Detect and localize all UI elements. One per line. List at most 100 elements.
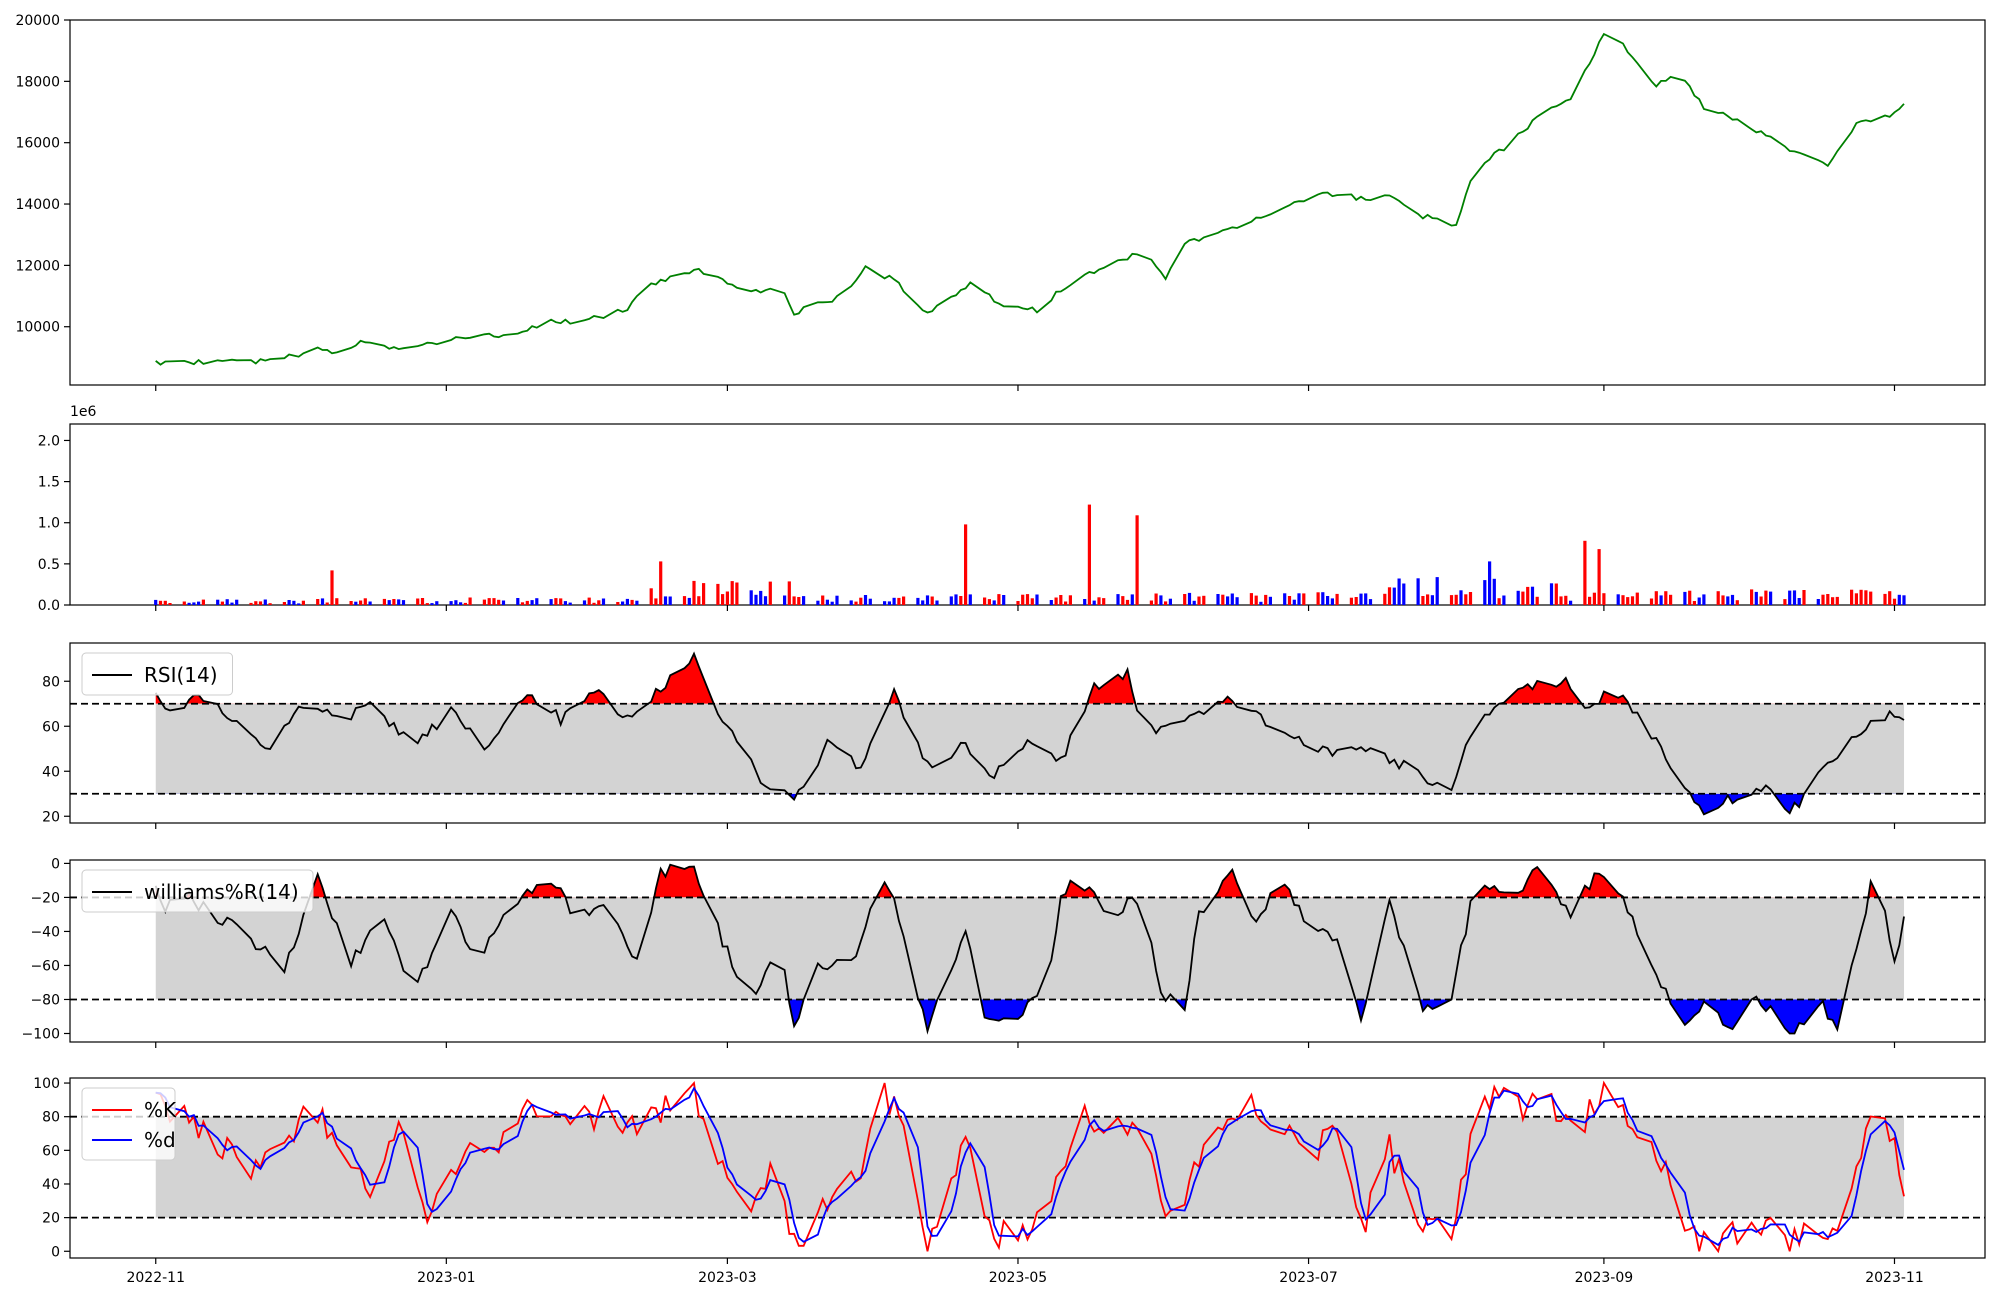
volume-bar — [1149, 600, 1153, 605]
volume-bar — [501, 600, 506, 605]
volume-bar — [1888, 591, 1892, 605]
volume-bar — [1597, 549, 1601, 605]
volume-bar — [925, 595, 930, 605]
volume-bar — [416, 598, 420, 605]
volume-bar — [1897, 594, 1901, 605]
y-tick-label: 20 — [42, 1211, 60, 1227]
y-tick-label: 60 — [42, 719, 60, 735]
volume-bar — [1264, 594, 1268, 605]
volume-bar — [921, 600, 925, 605]
volume-bar — [1654, 591, 1658, 605]
volume-bar — [1821, 594, 1825, 605]
volume-bar — [597, 600, 601, 605]
volume-bar — [663, 596, 668, 605]
williams-panel: −100 −80 −60 −40 −20 0 williams%R(14) — [22, 856, 1986, 1048]
legend-frame — [81, 652, 233, 696]
volume-bar — [182, 601, 186, 605]
x-axis-ticks: 2022-11 2023-01 2023-03 2023-05 2023-07 2023-… — [126, 1258, 1924, 1286]
volume-bar — [682, 596, 687, 605]
volume-bar — [482, 599, 486, 605]
y-tick-label: 40 — [42, 1177, 60, 1193]
volume-bar — [1569, 600, 1573, 605]
oversold-fill — [155, 793, 1905, 815]
volume-bar — [1554, 583, 1558, 605]
volume-bar — [1426, 594, 1430, 605]
williams-line — [154, 863, 1905, 1035]
volume-bar — [1392, 587, 1396, 605]
volume-bar — [216, 599, 220, 605]
volume-bar — [1464, 594, 1468, 605]
volume-bar — [530, 600, 534, 605]
y-tick-label: 20 — [42, 809, 60, 825]
volume-bar — [301, 600, 305, 605]
volume-bar — [1292, 599, 1296, 605]
volume-panel: 0.0 0.5 1.0 1.5 2.0 1e6 — [38, 404, 1986, 614]
y-tick-label: 14000 — [15, 197, 60, 213]
x-tick-label: 2022-11 — [126, 1270, 185, 1286]
axes-frame — [69, 1077, 1986, 1259]
volume-bar — [1216, 594, 1220, 605]
volume-bar — [1159, 595, 1163, 605]
volume-bar — [1268, 596, 1272, 605]
volume-bar — [197, 601, 201, 605]
volume-bar — [1121, 596, 1125, 605]
volume-bar — [1049, 600, 1053, 605]
volume-bar — [601, 598, 606, 605]
oversold-fill — [155, 999, 1905, 1034]
volume-bar — [1364, 593, 1368, 605]
volume-bar — [1297, 593, 1301, 605]
volume-bar — [1130, 594, 1134, 605]
volume-bar — [168, 603, 172, 605]
volume-bar — [1816, 599, 1820, 605]
volume-bar — [287, 600, 291, 605]
volume-bar — [1535, 596, 1539, 605]
volume-bar — [854, 601, 858, 605]
volume-bar — [1549, 583, 1554, 605]
volume-bar — [802, 596, 806, 605]
volume-bar — [1283, 593, 1287, 605]
volume-bar — [582, 600, 587, 605]
volume-bar — [525, 600, 529, 605]
volume-bar — [1016, 601, 1020, 605]
volume-bar — [359, 600, 363, 605]
volume-bar — [1559, 596, 1563, 605]
volume-bar — [1454, 594, 1458, 605]
volume-bar — [783, 595, 787, 605]
volume-bar — [220, 601, 224, 605]
volume-bars — [154, 504, 1906, 605]
volume-bar — [1664, 591, 1668, 605]
volume-bar — [435, 601, 439, 605]
volume-bar — [1792, 590, 1797, 605]
volume-bar — [1083, 599, 1087, 605]
volume-bar — [1735, 600, 1739, 605]
volume-bar — [859, 597, 863, 605]
volume-bar — [668, 596, 672, 605]
y-tick-label: 80 — [42, 1110, 60, 1126]
volume-bar — [825, 599, 829, 605]
volume-bar — [1154, 593, 1158, 605]
volume-bar — [363, 598, 367, 605]
volume-bar — [1030, 598, 1034, 605]
volume-bar — [1449, 595, 1454, 605]
k-line — [155, 1080, 1905, 1254]
volume-bar — [1883, 593, 1887, 605]
y-tick-label: 0.0 — [38, 598, 60, 614]
volume-bar — [382, 598, 386, 605]
volume-bar — [535, 598, 539, 605]
volume-bar — [192, 602, 196, 605]
volume-bar — [249, 602, 253, 605]
volume-bar — [625, 598, 629, 605]
volume-bar — [354, 601, 358, 605]
legend-label: RSI(14) — [144, 663, 218, 687]
volume-bar — [1235, 597, 1239, 605]
volume-bar — [554, 598, 558, 605]
volume-bar — [297, 603, 301, 605]
volume-bar — [459, 602, 463, 605]
y-tick-label: −80 — [30, 992, 60, 1008]
volume-bar — [1854, 593, 1858, 605]
volume-bar — [1135, 515, 1139, 605]
y-tick-label: −40 — [30, 924, 60, 940]
volume-bar — [1826, 594, 1830, 605]
volume-bar — [883, 601, 887, 605]
